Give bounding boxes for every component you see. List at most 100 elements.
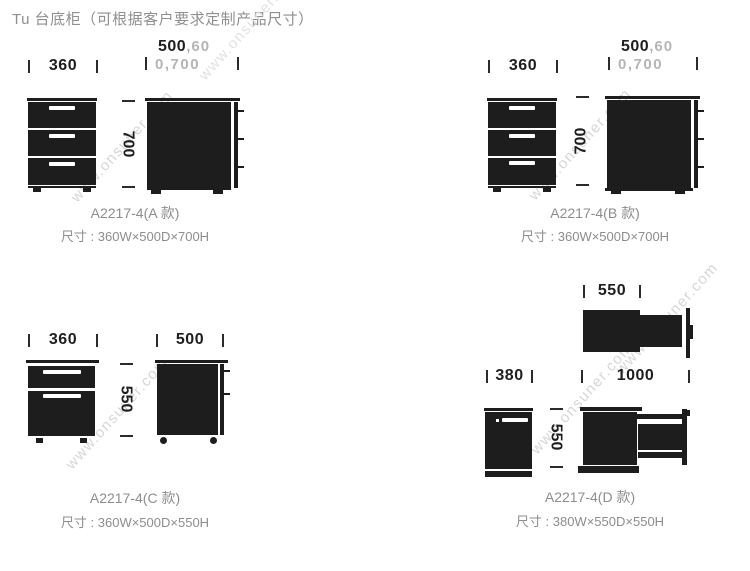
drawer [28, 366, 95, 388]
cabinet-body [157, 364, 218, 435]
drawer-handle [49, 162, 75, 166]
dim-tick [696, 57, 698, 70]
dim-value: 360 [508, 57, 538, 74]
drawer-handle [509, 161, 535, 165]
product-panel-c: www.onsuner.com 360 500 550 A2217-4(C 款)… [20, 320, 250, 535]
side-view-drawing [605, 96, 705, 194]
drawer-handle [502, 418, 528, 422]
drawer-front-panel [686, 308, 690, 358]
drawer-slide-rail [637, 414, 684, 419]
drawer-handle [49, 134, 75, 138]
cabinet-foot [543, 188, 551, 192]
cabinet-foot [611, 191, 621, 194]
drawer-handle [698, 110, 704, 112]
cabinet-body [583, 412, 637, 465]
dim-tick [120, 363, 133, 365]
cabinet-base [485, 471, 532, 477]
dim-tick [96, 59, 98, 73]
drawer-slide-rail [638, 452, 684, 458]
product-size: 尺寸 : 360W×500D×700H [520, 229, 670, 244]
dim-tick [222, 333, 224, 347]
product-size: 尺寸 : 360W×500D×700H [60, 229, 210, 244]
dim-value: 700 [572, 127, 590, 155]
side-view-drawing [145, 98, 245, 196]
dim-front-width: 360 [28, 57, 98, 74]
page-title: Tu 台底柜（可根据客户要求定制产品尺寸） [12, 11, 314, 28]
cabinet-body [607, 100, 691, 188]
extended-drawer [638, 424, 683, 450]
dim-tick [576, 96, 589, 98]
front-view-drawing [27, 98, 98, 194]
drawer-handle [698, 138, 704, 140]
product-size: 尺寸 : 380W×550D×550H [515, 514, 665, 529]
dim-tick [122, 100, 135, 102]
cabinet-base [605, 188, 693, 191]
dim-tick [120, 435, 133, 437]
dim-tick [237, 57, 239, 70]
dim-front-width: 380 [486, 367, 533, 384]
cabinet-base [488, 186, 556, 188]
drawer-handle [687, 410, 690, 416]
dim-tick [156, 333, 158, 347]
dim-tick [486, 369, 488, 383]
product-panel-d: www.onsuner.com www.onsuner.com 550 380 … [455, 259, 750, 545]
side-view-extended-drawing [578, 407, 693, 475]
dim-tick [576, 184, 589, 186]
cabinet-top [484, 408, 533, 411]
dim-tick [488, 59, 490, 73]
drawer-handle [49, 106, 75, 110]
cabinet-foot [213, 190, 223, 194]
side-view-drawing [155, 360, 233, 446]
dim-tick [122, 186, 135, 188]
dim-depth: 500,60 0,700 [608, 38, 698, 74]
dim-front-width: 360 [28, 331, 98, 348]
drawer-handle [238, 138, 244, 140]
dim-depth: 500 [156, 331, 224, 348]
watermark-fragment: 0,700 [618, 56, 664, 73]
front-view-drawing [26, 360, 99, 444]
drawer-handle [43, 370, 81, 374]
caster-wheel [210, 437, 217, 444]
dim-tick [688, 369, 690, 383]
cabinet-body [147, 102, 231, 188]
dim-tick [639, 284, 641, 298]
drawer-front-edge [234, 102, 238, 188]
product-panel-a: www.onsuner.com 360 500,60 0,700 700 [20, 38, 250, 250]
dim-tick [96, 333, 98, 347]
drawer-handle [238, 166, 244, 168]
dim-depth: 500,60 0,700 [145, 38, 239, 74]
dim-value: 500 [621, 38, 650, 55]
dim-tick [608, 57, 610, 70]
watermark-fragment: ,60 [649, 38, 674, 55]
drawer-handle [509, 134, 535, 138]
product-code: A2217-4(A 款) [90, 205, 180, 221]
drawer [28, 391, 95, 436]
drawer [488, 158, 556, 185]
cabinet-body [485, 412, 532, 469]
drawer [488, 102, 556, 128]
dim-value: 550 [117, 385, 135, 413]
cabinet-foot [80, 438, 87, 443]
drawer [28, 102, 96, 128]
cabinet-top [26, 360, 99, 363]
drawer-handle [238, 110, 244, 112]
dim-value: 500 [175, 331, 205, 348]
cabinet-top [27, 98, 97, 101]
lock-dot [496, 419, 499, 422]
dim-value: 1000 [616, 367, 655, 384]
dim-tick [556, 59, 558, 73]
dim-tick [550, 466, 563, 468]
drawer-handle [224, 370, 230, 372]
drawer-handle [698, 166, 704, 168]
dim-tick [28, 333, 30, 347]
top-view-drawing [583, 308, 695, 358]
drawer-front-panel [682, 409, 687, 465]
dim-tick [581, 369, 583, 383]
drawer-handle [224, 393, 230, 395]
dim-top-depth: 550 [583, 282, 641, 299]
cabinet-top [487, 98, 557, 101]
cabinet-foot [83, 188, 91, 192]
extended-drawer [640, 315, 682, 347]
cabinet-foot [36, 438, 43, 443]
drawer-handle [43, 394, 81, 398]
